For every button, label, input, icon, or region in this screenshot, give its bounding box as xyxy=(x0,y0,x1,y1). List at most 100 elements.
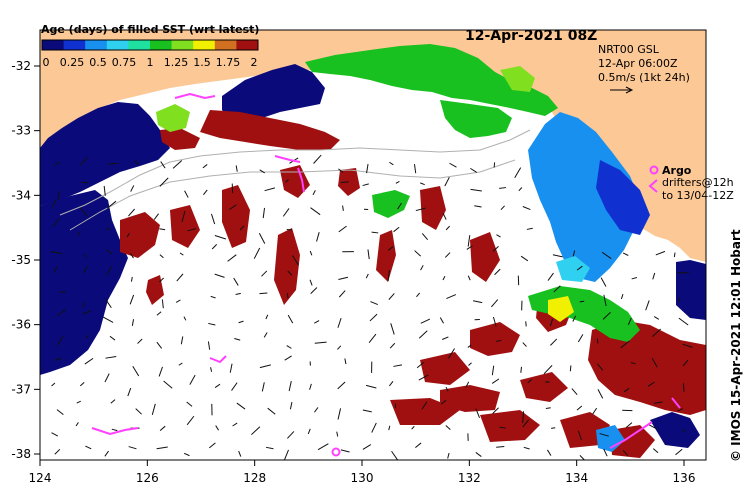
current-vector xyxy=(421,401,428,410)
y-axis: -32 -33 -34 -35 -36 -37 -38 xyxy=(11,59,40,461)
current-vector xyxy=(135,408,142,415)
current-vector xyxy=(130,276,133,282)
colorbar-swatch xyxy=(171,40,194,50)
current-vector xyxy=(492,245,499,252)
current-vector xyxy=(253,247,261,259)
colorbar-tick-label: 1.25 xyxy=(164,56,189,69)
colorbar-tick-label: 0 xyxy=(43,56,50,69)
current-vector xyxy=(235,165,238,172)
current-vector xyxy=(261,270,268,277)
current-vector xyxy=(80,207,88,217)
current-vector xyxy=(129,294,135,305)
current-vector xyxy=(597,363,604,371)
current-vector xyxy=(83,253,88,258)
current-vector xyxy=(289,402,293,410)
current-vector xyxy=(211,244,218,250)
current-vector xyxy=(442,276,446,281)
plot-frame xyxy=(39,29,707,461)
current-vector xyxy=(105,298,112,309)
current-vector xyxy=(389,161,394,166)
current-vector xyxy=(128,208,135,217)
current-vector xyxy=(551,427,556,429)
current-vector xyxy=(187,228,197,232)
current-vector xyxy=(388,381,394,387)
current-vector xyxy=(444,252,451,258)
current-vector xyxy=(522,419,530,428)
scale-arrowhead-icon xyxy=(625,86,634,94)
current-vector xyxy=(496,234,501,238)
current-vector xyxy=(54,161,60,166)
current-vector xyxy=(81,181,89,184)
colorbar-tick-label: 1 xyxy=(147,56,154,69)
current-vector xyxy=(282,208,290,217)
info-block: NRT00 GSL 12-Apr 06:00Z 0.5m/s (1kt 24h) xyxy=(598,43,690,94)
current-vector xyxy=(625,422,633,428)
current-vector xyxy=(545,407,551,409)
current-vector xyxy=(284,355,292,361)
age-region-green xyxy=(305,44,558,116)
colorbar-swatch xyxy=(236,40,259,50)
current-vector xyxy=(340,181,349,184)
colorbar-tick-label: 1.5 xyxy=(193,56,211,69)
current-vector xyxy=(652,272,656,280)
current-vector xyxy=(514,167,522,179)
current-vector xyxy=(75,422,79,427)
current-vector xyxy=(82,310,92,315)
current-vector xyxy=(232,422,238,427)
current-vector xyxy=(420,265,424,271)
current-vector xyxy=(292,255,299,266)
current-vector xyxy=(682,343,693,348)
current-vector xyxy=(317,443,329,451)
current-vector xyxy=(156,446,168,450)
current-vector xyxy=(496,446,505,448)
current-vector xyxy=(673,252,676,258)
x-tick-label: 126 xyxy=(136,471,159,485)
current-vector xyxy=(229,363,233,373)
current-vector xyxy=(106,249,112,255)
current-vector xyxy=(151,403,156,415)
current-vector xyxy=(183,452,190,457)
current-vector xyxy=(207,341,211,350)
current-vector xyxy=(553,285,561,293)
current-vector xyxy=(259,169,265,174)
current-vector xyxy=(579,300,585,303)
current-vector xyxy=(523,446,530,450)
current-vector xyxy=(134,160,140,166)
current-vector xyxy=(387,245,394,251)
current-vector xyxy=(57,309,67,317)
current-vector xyxy=(189,374,196,385)
current-vector xyxy=(577,334,584,343)
current-vector xyxy=(442,336,449,340)
current-vector xyxy=(56,336,64,346)
current-vector xyxy=(186,415,195,426)
current-vector xyxy=(179,252,184,256)
current-vector xyxy=(444,176,450,187)
current-vector xyxy=(286,345,292,349)
current-vector xyxy=(239,225,245,231)
current-vector xyxy=(439,317,444,324)
current-vector xyxy=(105,356,117,359)
current-vector xyxy=(251,426,261,436)
current-vector xyxy=(492,407,499,414)
current-vector xyxy=(520,366,522,373)
current-vector xyxy=(105,227,111,231)
current-vector xyxy=(448,348,455,359)
age-region-blue xyxy=(528,112,640,282)
current-vector xyxy=(287,270,293,276)
current-vector xyxy=(153,213,159,220)
age-region-cyan xyxy=(556,256,590,282)
current-vector xyxy=(214,273,225,278)
colorbar-ticks: 0 0.25 0.5 0.75 1 1.25 1.5 1.75 2 xyxy=(43,56,258,69)
current-vector xyxy=(159,177,169,187)
current-vector xyxy=(362,409,372,413)
age-region-lightgreen xyxy=(500,66,535,92)
current-vector xyxy=(572,315,577,322)
current-vector xyxy=(258,233,266,244)
current-vector xyxy=(365,384,377,389)
colorbar-swatch xyxy=(85,40,108,50)
current-vector xyxy=(547,449,552,456)
current-vector xyxy=(342,205,344,211)
current-vector xyxy=(156,341,163,349)
